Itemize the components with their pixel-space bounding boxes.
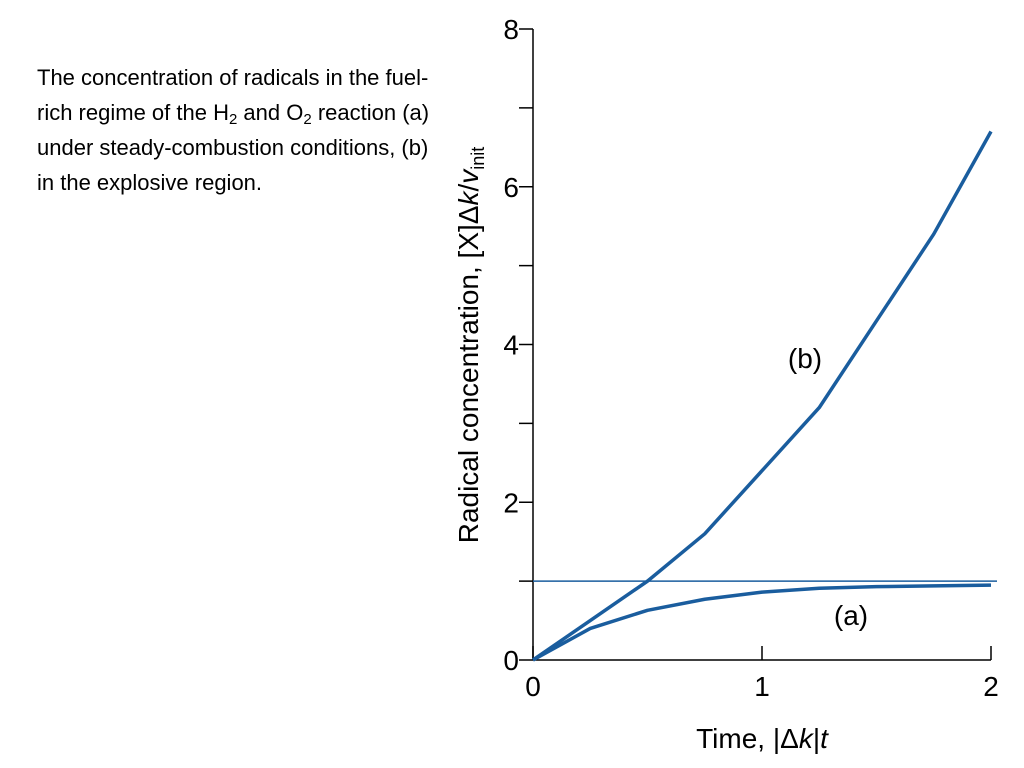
label-part: / bbox=[453, 184, 484, 192]
x-tick-label: 1 bbox=[754, 671, 770, 702]
series-label: (a) bbox=[834, 600, 868, 631]
series-label: (b) bbox=[788, 343, 822, 374]
caption-subscript: 2 bbox=[303, 111, 312, 128]
caption: The concentration of radicals in the fue… bbox=[37, 60, 437, 200]
y-tick-label: 8 bbox=[503, 14, 519, 45]
label-part: init bbox=[468, 147, 488, 170]
label-part: v bbox=[453, 168, 484, 184]
y-tick-label: 4 bbox=[503, 330, 519, 361]
caption-text: The concentration of radicals in the fue… bbox=[37, 65, 429, 125]
x-tick-label: 0 bbox=[525, 671, 541, 702]
y-tick-label: 0 bbox=[503, 645, 519, 676]
y-tick-label: 6 bbox=[503, 172, 519, 203]
label-part: | bbox=[813, 723, 820, 754]
label-part: k bbox=[453, 190, 484, 206]
caption-text: reaction (a) under steady-combustion con… bbox=[37, 100, 430, 195]
label-part: k bbox=[799, 723, 815, 754]
label-part: t bbox=[820, 723, 829, 754]
series-line bbox=[532, 583, 992, 662]
label-part: Radical concentration, [X]Δ bbox=[453, 206, 484, 544]
series-line bbox=[532, 130, 993, 662]
caption-subscript: 2 bbox=[228, 111, 238, 128]
x-axis-label: Time, |Δk|t bbox=[696, 723, 829, 754]
y-axis-label: Radical concentration, [X]Δk/vinit bbox=[453, 147, 488, 544]
caption-text: and O bbox=[237, 100, 304, 125]
label-part: Time, |Δ bbox=[696, 723, 799, 754]
y-tick-label: 2 bbox=[503, 487, 519, 518]
x-tick-label: 2 bbox=[983, 671, 999, 702]
